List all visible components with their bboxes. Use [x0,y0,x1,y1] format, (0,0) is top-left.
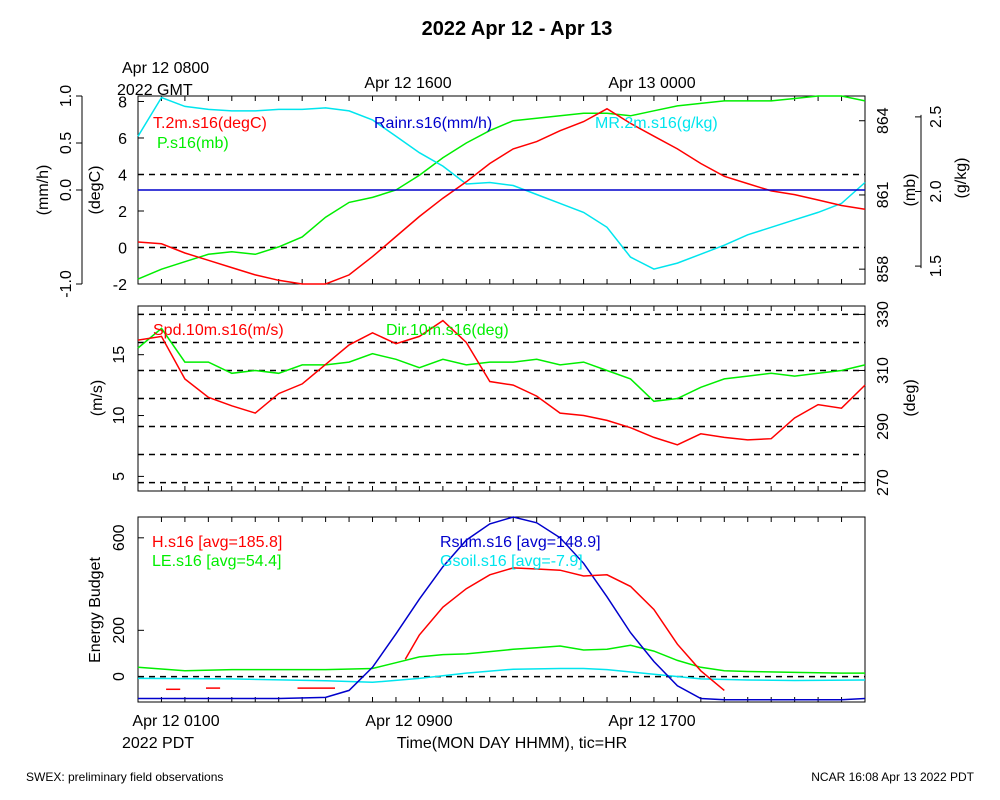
net-radiation-line [138,516,866,701]
x-axis-label: Time(MON DAY HHMM), tic=HR [397,735,627,752]
speed-tick-label: 10 [111,407,128,425]
panel-wind: 5 10 15 270 290 310 330 [111,301,892,496]
footer-right: NCAR 16:08 Apr 13 2022 PDT [811,770,974,784]
mr-tick-label: 2.0 [928,180,945,202]
panel-energy: 0 200 600 [111,516,866,702]
pressure-line [137,95,866,280]
wind-speed-line [137,319,866,446]
bottom-time-label-1-line2: 2022 PDT [122,735,194,752]
direction-tick-label: 290 [875,413,892,440]
panel-energy-frame [137,516,866,703]
temp-tick-label: 2 [118,204,127,221]
legend-soil-heat: Gsoil.s16 [avg=-7.9] [440,553,583,570]
speed-tick-label: 15 [111,346,128,364]
legend-sensible-heat: H.s16 [avg=185.8] [152,534,282,551]
pressure-tick-label: 861 [875,181,892,208]
bottom-time-label-3: Apr 12 1700 [608,713,695,730]
axis-label-energy: Energy Budget [87,557,104,663]
legend-pressure: P.s16(mb) [157,135,229,152]
axis-label-temperature: (degC) [87,166,104,215]
direction-tick-label: 310 [875,357,892,384]
bottom-time-label-1: Apr 12 0100 [132,713,219,730]
chart-title: 2022 Apr 12 - Apr 13 [422,18,613,40]
sensible-heat-line [404,567,725,691]
mr-tick-label: 2.5 [928,106,945,128]
temp-tick-label: 0 [118,240,127,257]
speed-tick-label: 5 [111,472,128,481]
top-time-label-1: Apr 12 0800 [122,60,209,77]
axis-label-pressure: (mb) [902,174,919,207]
energy-tick-label: 200 [111,617,128,644]
wind-direction-line [137,327,866,403]
top-time-label-3: Apr 13 0000 [608,75,695,92]
rain-tick-label: 1.0 [58,85,75,107]
temp-tick-label: 4 [118,167,127,184]
mixing-ratio-line [137,96,866,270]
rain-tick-label: 0.5 [58,132,75,154]
legend-rain-rate: Rainr.s16(mm/h) [374,115,492,132]
temp-tick-label: 8 [118,94,127,111]
panel-meteorology: -2 0 2 4 6 8 -1.0 0.0 0.5 1.0 858 861 864 1.5 2.0 2.5 [58,85,945,298]
direction-tick-label: 270 [875,469,892,496]
axis-label-wind-speed: (m/s) [89,380,106,416]
top-time-label-2: Apr 12 1600 [364,75,451,92]
temp-tick-label: 6 [118,131,127,148]
axis-label-mixing-ratio: (g/kg) [953,158,970,199]
top-time-label-1-line2: 2022 GMT [117,82,193,99]
rain-tick-label: 0.0 [58,179,75,201]
energy-tick-label: 0 [111,672,128,681]
soil-heat-line [137,667,866,684]
pressure-tick-label: 858 [875,256,892,283]
direction-tick-label: 330 [875,301,892,328]
temp-tick-label: -2 [113,277,127,294]
legend-net-radiation: Rsum.s16 [avg=148.9] [440,534,601,551]
legend-wind-speed: Spd.10m.s16(m/s) [153,322,284,339]
axis-label-wind-direction: (deg) [902,379,919,416]
bottom-time-label-2: Apr 12 0900 [365,713,452,730]
footer-left: SWEX: preliminary field observations [26,770,223,784]
legend-wind-direction: Dir.10m.s16(deg) [386,322,509,339]
legend-mixing-ratio: MR.2m.s16(g/kg) [595,115,718,132]
latent-heat-line [137,644,865,674]
axis-label-rain: (mm/h) [35,165,52,216]
mr-tick-label: 1.5 [928,255,945,277]
legend-latent-heat: LE.s16 [avg=54.4] [152,553,281,570]
rain-tick-label: -1.0 [58,270,75,298]
energy-tick-label: 600 [111,524,128,551]
pressure-tick-label: 864 [875,107,892,134]
temperature-line [137,107,866,285]
legend-temperature: T.2m.s16(degC) [153,115,267,132]
